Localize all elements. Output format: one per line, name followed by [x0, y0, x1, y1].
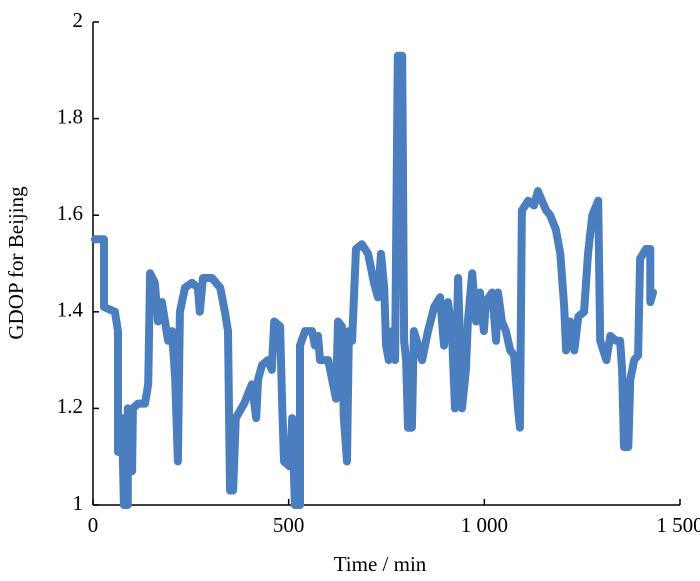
y-tick-label: 2: [73, 8, 84, 32]
y-tick-label: 1: [73, 491, 84, 515]
y-tick-label: 1.8: [57, 104, 83, 128]
data-line: [91, 51, 657, 509]
y-axis-label: GDOP for Beijing: [4, 186, 28, 340]
x-tick-label: 0: [88, 513, 99, 537]
y-tick-label: 1.4: [57, 298, 84, 322]
x-tick-label: 1 000: [461, 513, 508, 537]
x-tick-label: 1 500: [656, 513, 700, 537]
y-tick-label: 1.6: [57, 201, 83, 225]
x-tick-label: 500: [273, 513, 305, 537]
y-tick-label: 1.2: [57, 394, 83, 418]
x-axis-label: Time / min: [334, 552, 427, 576]
